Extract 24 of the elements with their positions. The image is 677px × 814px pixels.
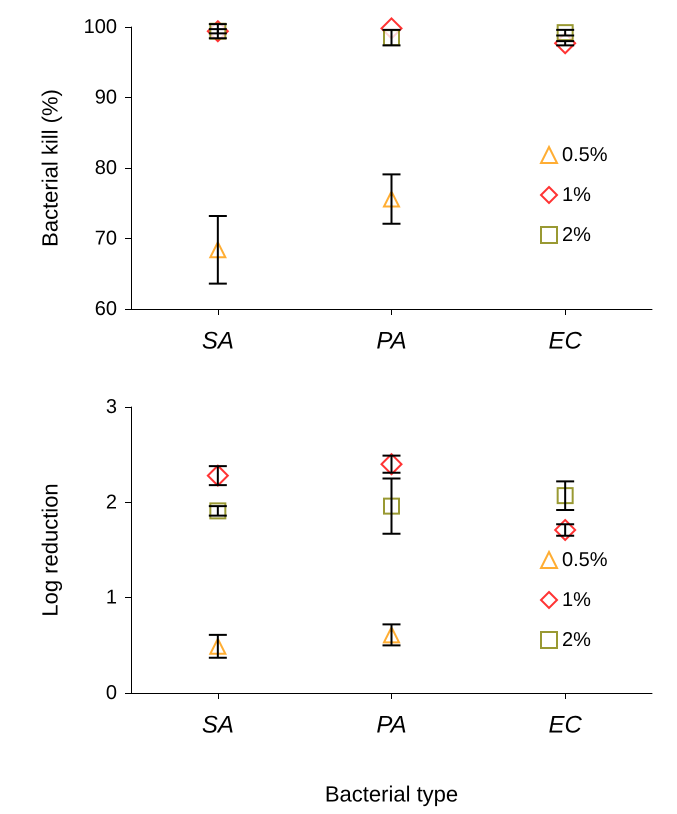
x-tick-label: SA (202, 328, 234, 354)
y-tick-label: 80 (94, 157, 117, 179)
legend-label: 0.5% (562, 549, 608, 571)
y-tick-label: 3 (106, 396, 117, 418)
y-tick-label: 1 (106, 586, 117, 609)
x-tick-label: PA (376, 712, 407, 738)
legend-label: 2% (562, 224, 592, 246)
x-axis-title: Bacterial type (324, 782, 458, 806)
y-tick-label: 60 (94, 298, 117, 320)
y-axis-title: Log reduction (38, 483, 62, 617)
x-tick-label: EC (548, 328, 583, 354)
y-tick-label: 70 (94, 228, 117, 250)
y-tick-label: 2 (106, 491, 117, 514)
x-tick-label: EC (548, 712, 583, 738)
y-tick-label: 100 (84, 16, 117, 38)
y-tick-label: 0 (106, 682, 117, 704)
legend-label: 0.5% (562, 144, 608, 166)
x-tick-label: PA (376, 328, 407, 354)
legend-label: 2% (562, 629, 592, 651)
y-tick-label: 90 (94, 86, 117, 108)
y-axis-title: Bacterial kill (%) (38, 89, 62, 247)
legend-label: 1% (562, 184, 592, 206)
x-tick-label: SA (202, 712, 234, 738)
legend-label: 1% (562, 589, 592, 611)
